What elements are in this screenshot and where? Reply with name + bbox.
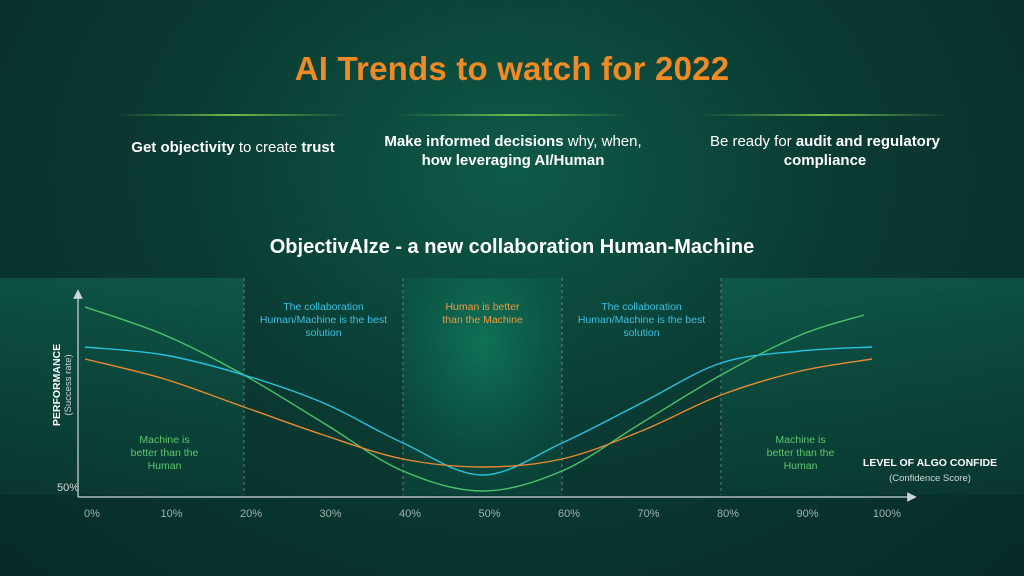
zone-label: Machine is [775,434,825,446]
x-tick-label: 20% [240,508,262,520]
x-axis-label: LEVEL OF ALGO CONFIDE [863,457,997,469]
y-tick-label: 50% [57,482,79,494]
point-informed-decisions: Make informed decisions why, when, how le… [368,132,658,170]
zone-label: solution [623,327,659,339]
zone-label: The collaboration [601,301,682,313]
x-tick-label: 40% [399,508,421,520]
x-tick-label: 70% [637,508,659,520]
zone-label: Human [784,460,818,472]
x-axis-sublabel: (Confidence Score) [889,473,971,484]
zone-label: Human is better [445,301,520,313]
zone-label: than the Machine [442,314,523,326]
series-line-orange [84,358,873,468]
zone-label: Human/Machine is the best [260,314,387,326]
zone-band [0,278,244,495]
x-tick-label: 80% [717,508,739,520]
zone-band [721,278,1024,495]
point-text-segment: Make informed decisions [384,133,564,150]
divider-right [700,114,950,116]
point-text-segment: Get objectivity [131,139,235,156]
point-text-segment: why, when, [563,133,642,150]
zone-label: Machine is [139,434,189,446]
y-axis-sublabel: (Success rate) [63,354,74,415]
page-title: AI Trends to watch for 2022 [294,50,730,87]
x-tick-label: 0% [84,508,100,520]
series-line-green [84,306,865,492]
zone-label: better than the [767,447,835,459]
point-text-segment: how leveraging AI/Human [421,152,605,169]
zone-label: Human/Machine is the best [578,314,705,326]
zone-label: Human [148,460,182,472]
series-line-blue [84,346,873,476]
divider-left [118,114,348,116]
zone-label: solution [305,327,341,339]
point-text-segment: to create [234,139,302,156]
zone-band [403,278,562,495]
x-tick-label: 90% [796,508,818,520]
x-tick-label: 10% [160,508,182,520]
x-tick-label: 100% [873,508,901,520]
x-tick-label: 60% [558,508,580,520]
zone-label: better than the [131,447,199,459]
point-text-segment: audit and regulatory [795,133,941,150]
x-tick-label: 50% [478,508,500,520]
zone-label: The collaboration [283,301,364,313]
point-text-segment: compliance [783,152,867,169]
point-text-segment: trust [301,139,335,156]
chart-subtitle: ObjectivAIze - a new collaboration Human… [269,236,755,258]
point-objectivity: Get objectivity to create trust [103,138,363,157]
x-tick-label: 30% [319,508,341,520]
y-axis-label: PERFORMANCE [51,344,63,426]
point-text-segment: Be ready for [709,133,796,150]
divider-center [398,114,628,116]
point-audit-compliance: Be ready for audit and regulatory complia… [690,132,960,170]
